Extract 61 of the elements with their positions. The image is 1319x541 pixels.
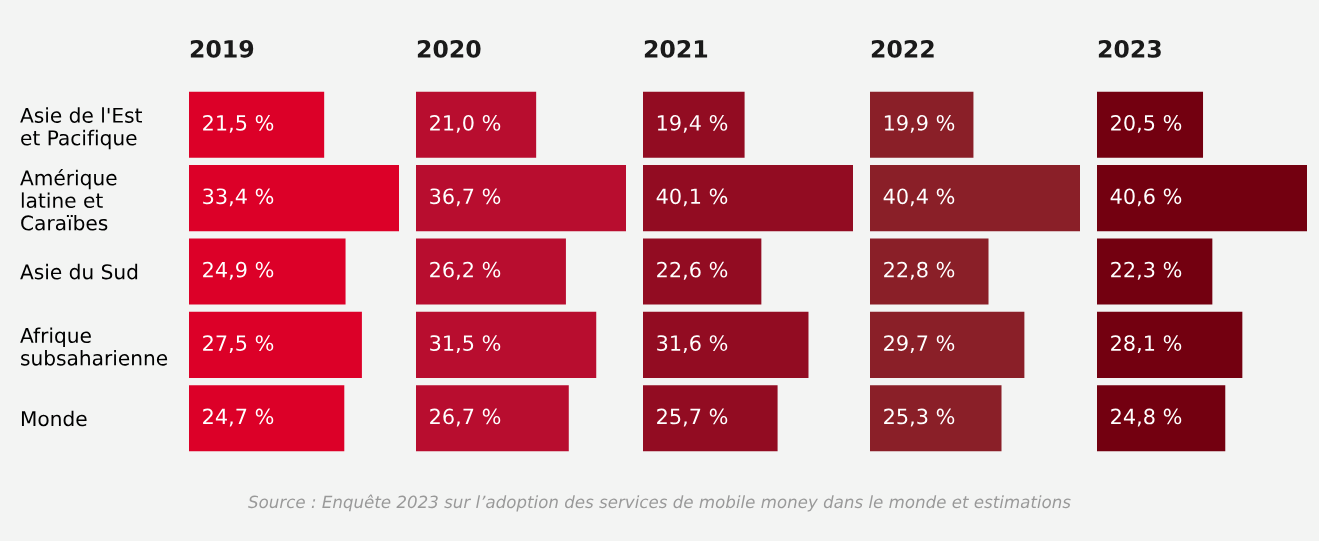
data-label: 22,3 %	[1111, 261, 1182, 280]
bar	[189, 91, 325, 158]
data-label: 22,8 %	[884, 261, 955, 280]
data-label: 31,6 %	[657, 335, 728, 354]
bar	[870, 238, 989, 305]
chart-title: 2020	[417, 39, 481, 58]
bar	[643, 385, 778, 452]
y-tick-label: Asie de l'Est et Pacifique	[20, 107, 142, 150]
bar	[870, 91, 974, 158]
bar	[870, 311, 1025, 378]
bar	[870, 385, 1002, 452]
bar	[189, 238, 346, 305]
data-label: 20,5 %	[1111, 114, 1182, 133]
bar	[416, 311, 597, 378]
data-label: 19,9 %	[884, 114, 955, 133]
bar	[1097, 238, 1213, 305]
data-label: 26,7 %	[430, 408, 501, 427]
chart-title: 2023	[1098, 39, 1161, 58]
bar	[189, 385, 345, 452]
chart-title: 2019	[190, 39, 254, 58]
bar	[643, 91, 745, 158]
bar	[643, 311, 809, 378]
bar	[870, 165, 1080, 232]
bar	[1097, 385, 1226, 452]
bar	[643, 238, 762, 305]
data-label: 19,4 %	[657, 114, 728, 133]
bar	[189, 165, 399, 232]
bar	[1097, 91, 1204, 158]
y-tick-label: Amérique latine et Caraïbes	[20, 169, 117, 231]
chart-title: 2021	[644, 39, 708, 58]
data-label: 25,7 %	[657, 408, 728, 427]
data-label: 33,4 %	[203, 188, 274, 207]
data-label: 24,8 %	[1111, 408, 1182, 427]
data-label: 26,2 %	[430, 261, 501, 280]
bar	[416, 385, 569, 452]
data-label: 25,3 %	[884, 408, 955, 427]
bar	[1097, 165, 1307, 232]
data-label: 21,5 %	[203, 114, 274, 133]
bar	[416, 165, 626, 232]
data-label: 40,6 %	[1110, 188, 1182, 207]
data-label: 22,6 %	[657, 261, 728, 280]
data-label: 40,4 %	[883, 188, 955, 207]
chart-title: 2022	[871, 39, 934, 58]
bar	[416, 238, 566, 305]
data-label: 29,7 %	[884, 335, 955, 354]
y-tick-label: Afrique subsaharienne	[20, 327, 168, 366]
data-label: 40,1 %	[656, 188, 728, 207]
y-tick-label: Asie du Sud	[20, 263, 138, 280]
y-tick-label: Monde	[21, 410, 87, 427]
bar	[1097, 311, 1243, 378]
data-label: 24,9 %	[203, 261, 274, 280]
data-label: 27,5 %	[203, 335, 274, 354]
data-label: 24,7 %	[203, 408, 274, 427]
source-note: Source : Enquête 2023 sur l’adoption des services de mobile money dans le monde et estimations	[248, 494, 1071, 512]
data-label: 21,0 %	[430, 114, 501, 133]
bar	[416, 91, 537, 158]
data-label: 31,5 %	[430, 335, 501, 354]
data-label: 36,7 %	[430, 188, 501, 207]
bar	[189, 311, 362, 378]
bar	[643, 165, 853, 232]
data-label: 28,1 %	[1111, 335, 1182, 354]
